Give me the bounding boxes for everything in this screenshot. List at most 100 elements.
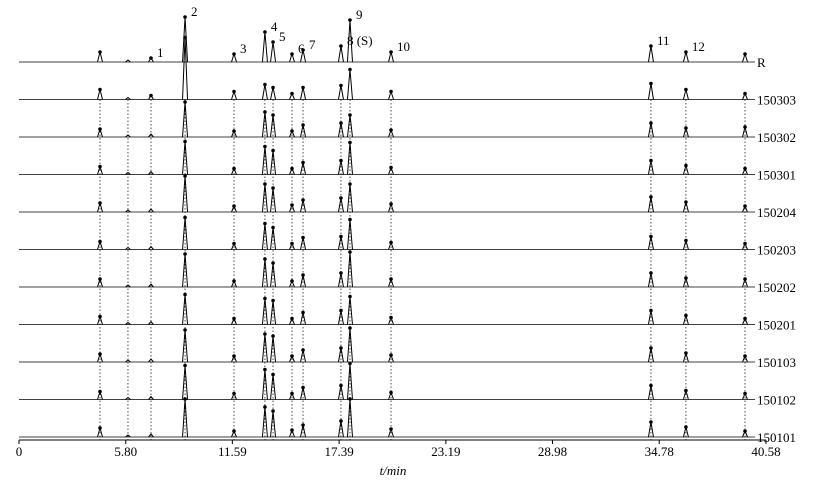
- peak-label: 2: [191, 4, 198, 19]
- peak-dot: [649, 383, 653, 388]
- peak-dot: [98, 426, 102, 430]
- peak-dot: [271, 186, 275, 190]
- peak: [125, 246, 131, 250]
- peak-dot: [684, 50, 688, 54]
- peak-dot: [98, 164, 102, 169]
- peak-dot: [301, 48, 305, 52]
- peak-label: 12: [692, 39, 705, 54]
- peak-dot: [348, 326, 352, 330]
- peak-dot: [183, 35, 187, 40]
- peak-dot: [389, 89, 393, 94]
- peak-dot: [743, 91, 747, 96]
- peak-label: 8 (S): [347, 33, 373, 48]
- peak-dot: [301, 348, 305, 352]
- peak-dot: [348, 140, 352, 145]
- peak-dot: [649, 81, 653, 86]
- peak: [125, 321, 131, 325]
- trace-label: 150303: [757, 92, 796, 107]
- peak: [647, 83, 654, 100]
- peak-dot: [232, 129, 236, 133]
- peak-dot: [339, 383, 343, 388]
- peak-dot: [389, 353, 393, 357]
- x-tick-label: 28.98: [538, 444, 567, 459]
- peak-dot: [389, 240, 393, 245]
- x-tick-label: 0: [16, 444, 23, 459]
- peak-dot: [684, 388, 688, 393]
- peak-label: 5: [279, 29, 286, 44]
- peak-dot: [743, 204, 747, 208]
- peak-dot: [183, 292, 187, 297]
- peak-dot: [263, 110, 267, 114]
- peak-dot: [684, 126, 688, 130]
- peak-dot: [149, 56, 153, 60]
- peak-dot: [183, 100, 187, 104]
- peak-dot: [348, 67, 352, 72]
- peak-dot: [743, 166, 747, 171]
- peak-dot: [348, 182, 352, 186]
- peak-dot: [743, 241, 747, 246]
- peak-dot: [389, 390, 393, 395]
- peak-dot: [339, 121, 343, 125]
- trace-label: R: [757, 55, 766, 70]
- peak-dot: [98, 127, 102, 131]
- peak: [125, 359, 131, 363]
- peak-dot: [649, 195, 653, 199]
- peak-dot: [290, 129, 294, 133]
- peak-dot: [98, 87, 102, 92]
- peak-dot: [290, 241, 294, 246]
- peak-dot: [271, 225, 275, 230]
- peak-dot: [183, 363, 187, 368]
- peak: [270, 227, 277, 250]
- peak-dot: [290, 52, 294, 56]
- peak-dot: [339, 308, 343, 313]
- peak-dot: [301, 385, 305, 390]
- peak-dot: [743, 391, 747, 396]
- peak: [125, 284, 131, 288]
- peak-dot: [271, 261, 275, 265]
- trace-label: 150302: [757, 130, 796, 145]
- peak-label: 7: [309, 37, 316, 52]
- peak-dot: [98, 239, 102, 244]
- peak-dot: [389, 165, 393, 170]
- peak-dot: [232, 279, 236, 283]
- peak-dot: [271, 148, 275, 153]
- trace-label: 150103: [757, 355, 796, 370]
- peak-dot: [348, 397, 352, 401]
- trace-label: 150101: [757, 430, 796, 445]
- peak: [300, 162, 307, 175]
- peak: [148, 283, 154, 288]
- trace-label: 150203: [757, 242, 796, 257]
- peak-dot: [232, 166, 236, 171]
- peak: [337, 272, 344, 288]
- peak-dot: [232, 241, 236, 246]
- peak-dot: [98, 277, 102, 281]
- peak-dot: [183, 397, 187, 401]
- peak-dot: [290, 354, 294, 358]
- peak-dot: [684, 87, 688, 92]
- peak-label: 10: [397, 39, 410, 54]
- peak-label: 9: [356, 7, 363, 22]
- peak-dot: [232, 52, 236, 56]
- peak-dot: [649, 271, 653, 275]
- peak: [270, 114, 277, 138]
- peak-dot: [684, 276, 688, 280]
- x-axis-label: t/min: [380, 463, 407, 478]
- peak: [125, 171, 131, 175]
- trace-label: 150201: [757, 317, 796, 332]
- peak-dot: [743, 429, 747, 433]
- peak-dot: [389, 202, 393, 206]
- peak-dot: [743, 52, 747, 56]
- peak-dot: [649, 44, 653, 48]
- peak-dot: [290, 203, 294, 207]
- peak-dot: [684, 313, 688, 318]
- peak-dot: [183, 252, 187, 256]
- peak-label: 6: [298, 41, 305, 56]
- peak-dot: [232, 89, 236, 94]
- peak-dot: [348, 294, 352, 299]
- peak-dot: [339, 196, 343, 200]
- peak-dot: [290, 316, 294, 321]
- trace-label: 150102: [757, 392, 796, 407]
- peak: [148, 208, 154, 213]
- trace-label: 150202: [757, 280, 796, 295]
- peak: [125, 59, 131, 63]
